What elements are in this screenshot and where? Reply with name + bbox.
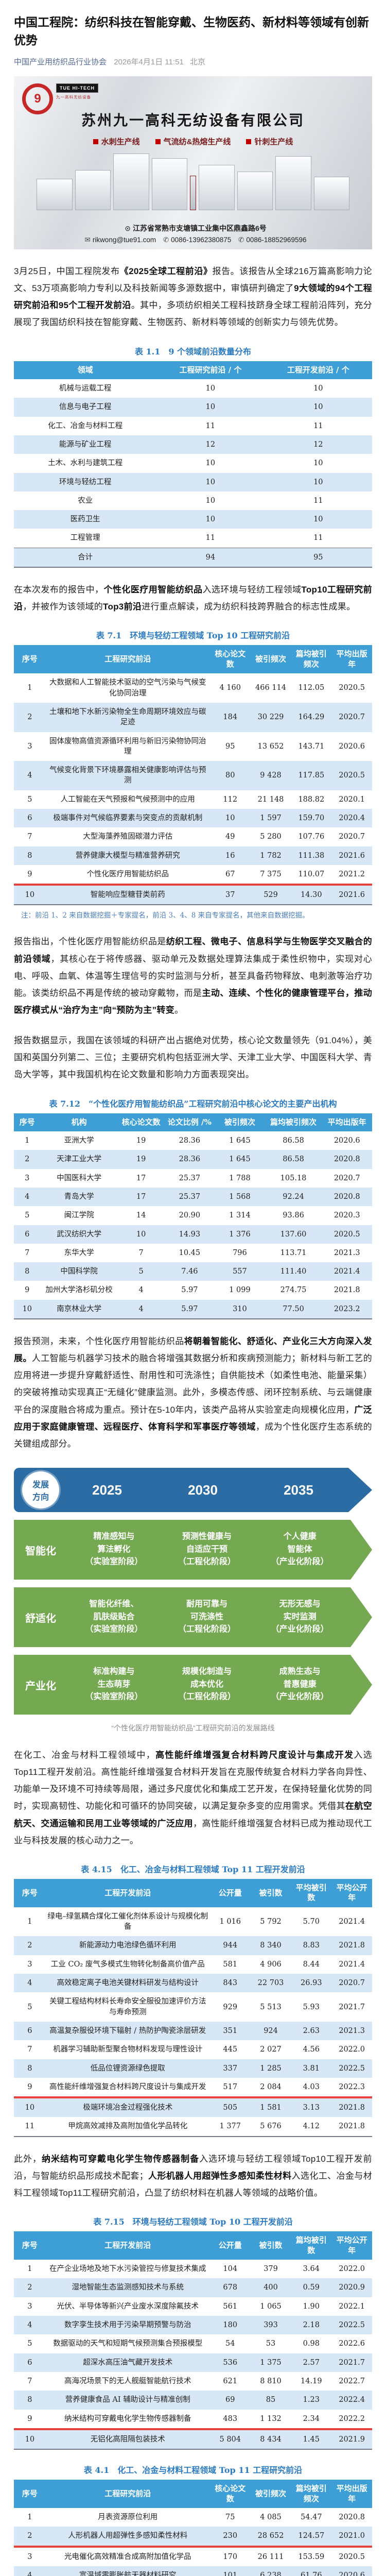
ad-banner-jiuyi-hitech[interactable]: 9 TUE HI-TECH 九一高科无纺设备 苏州九一高科无纺设备有限公司 水刺… bbox=[14, 76, 372, 249]
roadmap-year: 2030 bbox=[188, 1482, 218, 1498]
paragraph: 在本次发布的报告中，个性化医疗用智能纺织品入选环境与轻纺工程领域Top10工程研… bbox=[14, 585, 372, 612]
machinery-illustration bbox=[37, 154, 349, 210]
table-title: 表 1.1 9 个领域前沿数量分布 bbox=[134, 346, 252, 357]
brand-badge: TUE HI-TECH bbox=[56, 83, 98, 93]
mail-icon: ✉ bbox=[84, 236, 91, 244]
phone-icon: ✆ bbox=[238, 236, 244, 244]
roadmap-header: 发展 方向 2025 2030 2035 bbox=[14, 1468, 372, 1512]
table-title: 表 4.15 化工、冶金与材料工程领域 Top 11 工程开发前沿 bbox=[81, 1864, 305, 1874]
red-square-icon bbox=[93, 139, 98, 144]
phone-icon: ✆ bbox=[163, 236, 169, 244]
ad-product-lines: 水刺生产线 气流纺&热熔生产线 针刺生产线 bbox=[14, 136, 372, 147]
page-title: 中国工程院：纺织科技在智能穿戴、生物医药、新材料等领域有创新优势 bbox=[14, 15, 369, 47]
table-research-fronts-env: 序号 工程研究前沿 核心论文数 被引频次 篇均被引频次 平均出版年 1 大数据和人工智能技术驱… bbox=[14, 645, 372, 906]
jiuyi-logo: 9 TUE HI-TECH 九一高科无纺设备 bbox=[22, 83, 98, 114]
roadmap-graphic: 发展 方向 2025 2030 2035 智能化 精准感知与 算法孵化 （实验室… bbox=[14, 1468, 372, 1733]
roadmap-year: 2025 bbox=[92, 1482, 122, 1498]
roadmap-row-industrialization: 产业化 标准构建与 生态萌芽 （实验室阶段） 规模化制造与 成本优化 （工程化阶… bbox=[14, 1655, 372, 1715]
paragraph: 在化工、冶金与材料工程领域中，高性能纤维增强复合材料跨尺度设计与集成开发入选To… bbox=[14, 1750, 373, 1845]
table-title: 表 4.1 化工、冶金与材料工程领域 Top 11 工程研究前沿 bbox=[83, 2465, 303, 2476]
ad-contact: ⊙ 江苏省常熟市支塘镇工业集中区鼎鑫路6号 ✉ rikwong@tue91.com … bbox=[84, 224, 307, 244]
red-square-icon bbox=[246, 139, 252, 144]
paragraph: 报告指出，个性化医疗用智能纺织品是纺织工程、微电子、信息科学与生物医学交叉融合的… bbox=[14, 937, 373, 1015]
account-link[interactable]: 中国产业用纺织品行业协会 bbox=[14, 58, 107, 66]
location-icon: ⊙ bbox=[125, 224, 131, 232]
byline: 中国产业用纺织品行业协会 2026年4月1日 11:51 北京 bbox=[14, 56, 372, 67]
gear-icon: 9 bbox=[22, 83, 53, 114]
paragraph: 报告预测，未来，个性化医疗用智能纺织品将朝着智能化、舒适化、产业化三大方向深入发… bbox=[14, 1336, 372, 1449]
table-note: 注：前沿 1、2 来自数据挖掘＋专家提名，前沿 3、4、8 来自专家提名，其他来… bbox=[21, 911, 309, 920]
roadmap-year: 2035 bbox=[284, 1482, 313, 1498]
table-dev-fronts-chem: 序号 工程开发前沿 公开量 被引数 平均被引数 平均公开年 1 绿电–绿氢耦合煤化工催化剂体系… bbox=[14, 1878, 372, 2137]
table-institutions: 序号 机构 核心论文数 论文比例 /% 被引频次 篇均被引频次 平均出版年 1 亚洲大学 19 28… bbox=[14, 1113, 372, 1320]
roadmap-row-intelligence: 智能化 精准感知与 算法孵化 （实验室阶段） 预测性健康与 自适应干预 （工程化… bbox=[14, 1520, 372, 1580]
table-domains-count: 领域 工程研究前沿 / 个工程开发前沿 / 个机械与运载工程 10 10 信息与电子工程… bbox=[14, 361, 372, 568]
roadmap-row-comfort: 舒适化 智能化纤维、 肌肤级贴合 （实验室阶段） 耐用可靠与 可洗涤性 （工程化… bbox=[14, 1587, 372, 1647]
roadmap-caption: “个性化医疗用智能纺织品”工程研究前沿的发展路线 bbox=[111, 1724, 275, 1733]
paragraph: 此外，纳米结构可穿戴电化学生物传感器制备入选环境与轻纺工程领域Top10工程开发… bbox=[14, 2154, 373, 2198]
publish-date: 2026年4月1日 11:51 bbox=[114, 58, 184, 66]
table-title: 表 7.15 环境与轻纺工程领域 Top 10 工程开发前沿 bbox=[93, 2217, 293, 2227]
paragraph: 报告数据显示，我国在该领域的科研产出占据绝对优势，核心论文数量领先（91.04%… bbox=[14, 1036, 372, 1080]
table-title: 表 7.1 环境与轻纺工程领域 Top 10 工程研究前沿 bbox=[96, 631, 290, 641]
paragraph: 3月25日，中国工程院发布《2025全球工程前沿》报告。该报告从全球216万篇高… bbox=[14, 266, 373, 328]
table-dev-fronts-env: 序号 工程开发前沿 公开量 被引数 篇均被引数 平均公开年 1 在产企业场地及地下水污染管控与… bbox=[14, 2231, 372, 2450]
ad-company-name: 苏州九一高科无纺设备有限公司 bbox=[81, 112, 305, 128]
table-title: 表 7.12 “个性化医疗用智能纺织品”工程研究前沿中核心论文的主要产出机构 bbox=[49, 1098, 337, 1109]
red-square-icon bbox=[155, 139, 161, 144]
table-research-fronts-chem: 序号 工程研究前沿 核心论文数 被引频次 篇均被引频次 平均出版年 1 月表资源原位利用 75 4… bbox=[14, 2480, 372, 2576]
roadmap-header-circle: 发展 方向 bbox=[22, 1471, 59, 1509]
brand-subtext: 九一高科无纺设备 bbox=[56, 95, 91, 99]
publish-location: 北京 bbox=[190, 58, 206, 66]
